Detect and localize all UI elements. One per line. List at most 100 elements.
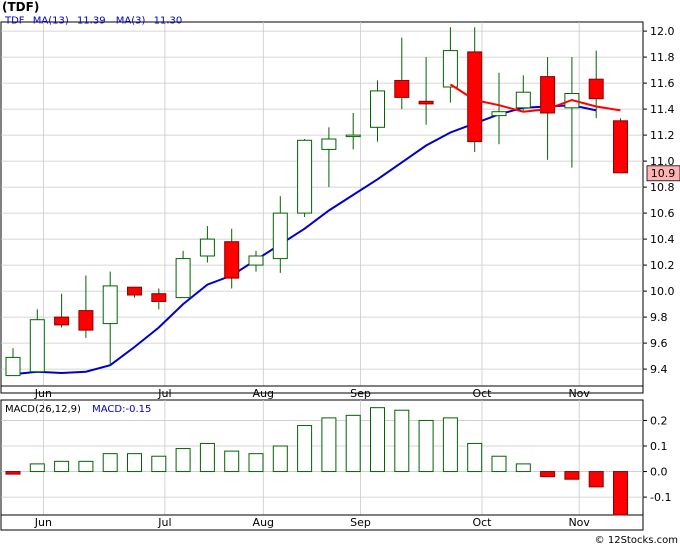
candle: [102, 271, 118, 366]
macd-xtick-label: Jul: [157, 516, 171, 529]
candle-body: [613, 120, 628, 174]
candles: [5, 27, 628, 377]
candle-body: [78, 310, 94, 331]
candle-body: [102, 285, 118, 325]
price-gridlines: [1, 30, 643, 370]
price-xtick-label: Jul: [157, 387, 171, 400]
candle-body: [321, 138, 337, 150]
candle-body: [418, 100, 434, 105]
candle-body: [588, 78, 604, 100]
macd-bar: [540, 471, 556, 478]
ma3-series: [449, 83, 621, 113]
candle-body: [272, 212, 288, 260]
candle-body: [5, 356, 21, 377]
candle-body: [515, 91, 531, 109]
candle-body: [467, 51, 483, 143]
price-ytick-label: 10.6: [650, 207, 675, 220]
price-xtick-label: Oct: [472, 387, 492, 400]
price-ytick-label: 11.2: [650, 129, 675, 142]
macd-bar: [151, 455, 167, 473]
price-legend: TDF MA(13) 11.39 MA(3) 11.30: [4, 16, 182, 27]
candle-body: [175, 258, 191, 299]
macd-xtick-label: Oct: [472, 516, 492, 529]
price-xtick-label: Jun: [34, 387, 52, 400]
macd-ytick-label: 0.1: [650, 440, 668, 453]
macd-xaxis-labels: Jun Jul Aug Sep Oct Nov: [34, 516, 591, 529]
macd-xtick-label: Jun: [34, 516, 52, 529]
macd-bar: [394, 409, 410, 473]
macd-bar: [5, 471, 21, 475]
price-ytick-label: 10.8: [650, 181, 675, 194]
macd-legend-value: MACD:-0.15: [92, 404, 151, 415]
candle-body: [224, 241, 240, 279]
candle-body: [127, 286, 142, 296]
candle-body: [491, 111, 507, 117]
candle: [297, 139, 313, 217]
legend-ma13-label: MA(13): [33, 16, 69, 27]
macd-legend: MACD(26,12,9) MACD:-0.15: [5, 404, 151, 415]
price-panel-frame: [0, 21, 644, 394]
macd-bar: [613, 471, 628, 516]
price-panel: 9.4 9.6 9.8 10.0 10.2 10.4 10.6 10.8 11.0 11.2 11.…: [0, 21, 680, 400]
price-ytick-label: 11.4: [650, 103, 675, 116]
macd-bar: [321, 417, 337, 473]
chart-title: (TDF): [2, 0, 39, 14]
candle-body: [345, 134, 361, 138]
macd-xtick-label: Aug: [253, 516, 274, 529]
macd-bar: [54, 460, 70, 473]
macd-bar: [175, 448, 191, 473]
candle: [515, 75, 531, 111]
candle: [491, 72, 507, 145]
macd-bar: [102, 453, 118, 473]
macd-ytick-label: -0.1: [650, 491, 671, 504]
price-ytick-label: 12.0: [650, 25, 675, 38]
candle: [127, 286, 142, 298]
candle: [78, 275, 94, 338]
candle: [224, 228, 240, 289]
legend-symbol: TDF: [4, 16, 25, 27]
macd-bar: [442, 417, 458, 473]
macd-bar: [272, 445, 288, 473]
candle-body: [151, 293, 167, 303]
price-ytick-label: 10.4: [650, 233, 675, 246]
macd-bar: [297, 425, 313, 473]
candle: [54, 293, 70, 328]
candle: [394, 37, 410, 110]
macd-ytick-label: 0.0: [650, 466, 668, 479]
macd-bar: [588, 471, 604, 488]
candle-body: [29, 319, 45, 373]
candle: [272, 196, 288, 273]
price-xtick-label: Sep: [350, 387, 371, 400]
price-ytick-label: 11.0: [650, 155, 675, 168]
candle: [345, 113, 361, 150]
macd-bar: [370, 407, 385, 473]
candle-body: [248, 255, 264, 266]
macd-xtick-label: Sep: [350, 516, 371, 529]
macd-bar: [345, 414, 361, 473]
macd-bar: [127, 453, 142, 473]
last-price-label: 10.9: [651, 167, 676, 180]
macd-bar: [564, 471, 580, 480]
price-xtick-label: Aug: [253, 387, 274, 400]
macd-panel: -0.1 0.0 0.1 0.2 Jun Jul Aug Sep Oct Nov MACD(26…: [0, 399, 671, 531]
candle-body: [297, 139, 313, 214]
candle-body: [370, 90, 385, 128]
macd-bars: [5, 407, 628, 516]
macd-ytick-label: 0.2: [650, 414, 668, 427]
candle: [199, 226, 215, 263]
macd-bar: [248, 453, 264, 473]
candle-body: [54, 316, 70, 326]
macd-bar: [29, 463, 45, 473]
candle-body: [199, 238, 215, 257]
price-ytick-label: 9.4: [650, 363, 668, 376]
price-ytick-label: 11.6: [650, 77, 675, 90]
price-ytick-label: 9.8: [650, 311, 668, 324]
macd-bar: [467, 442, 483, 473]
last-price-box: [646, 165, 680, 182]
price-ytick-label: 10.0: [650, 285, 675, 298]
candle: [467, 27, 483, 152]
price-ytick-label: 10.2: [650, 259, 675, 272]
candle: [613, 118, 628, 174]
price-xtick-label: Nov: [568, 387, 590, 400]
